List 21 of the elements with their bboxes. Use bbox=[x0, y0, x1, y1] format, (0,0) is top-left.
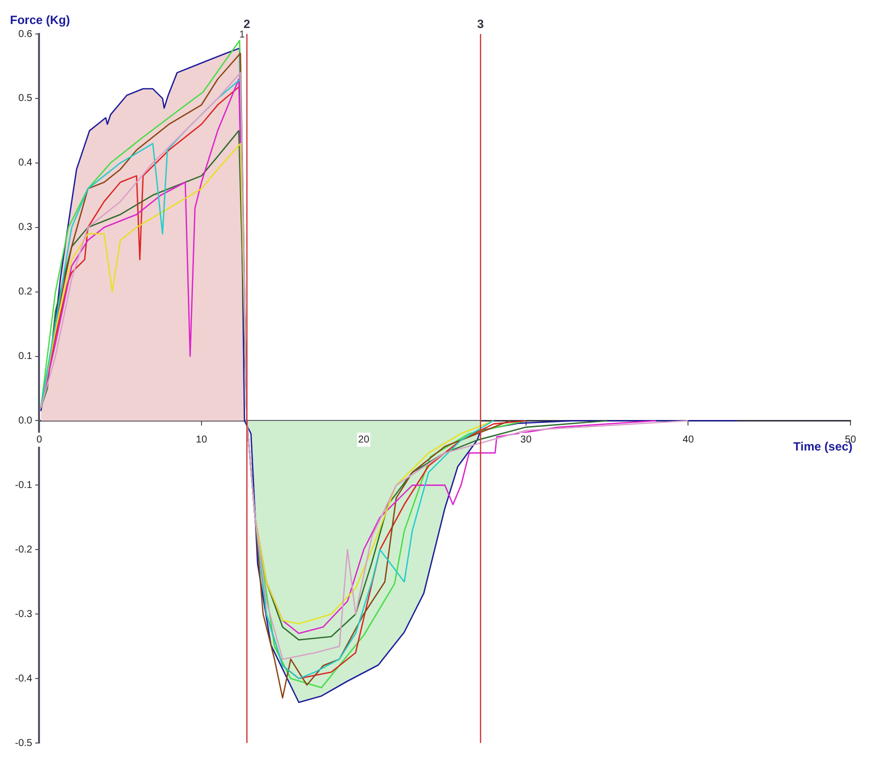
x-tick-label: 10 bbox=[196, 434, 208, 446]
x-tick-label: 40 bbox=[682, 434, 694, 446]
y-tick-label: 0.2 bbox=[18, 286, 33, 298]
y-tick-label: 0.6 bbox=[18, 28, 33, 40]
y-tick-label: -0.4 bbox=[14, 673, 33, 684]
y-tick-label: -0.3 bbox=[14, 608, 33, 620]
y-tick-label: 0.4 bbox=[18, 158, 33, 169]
y-tick-label: 0.0 bbox=[18, 415, 33, 426]
y-tick-label: -0.1 bbox=[14, 480, 33, 491]
x-tick-label: 30 bbox=[520, 434, 532, 446]
y-tick-label: -0.5 bbox=[14, 738, 33, 749]
y-tick-label: 0.5 bbox=[18, 93, 33, 104]
y-tick-label: 0.3 bbox=[18, 222, 33, 234]
x-tick-label: 0 bbox=[36, 434, 42, 446]
x-tick-label: 20 bbox=[358, 434, 370, 446]
y-tick-label: 0.1 bbox=[18, 351, 33, 362]
y-axis-title: Force (Kg) bbox=[10, 13, 70, 27]
annotation: 1 bbox=[239, 29, 246, 40]
annotation: 3 bbox=[477, 17, 484, 31]
y-tick-label: -0.2 bbox=[14, 544, 33, 556]
annotation: 2 bbox=[244, 17, 251, 31]
